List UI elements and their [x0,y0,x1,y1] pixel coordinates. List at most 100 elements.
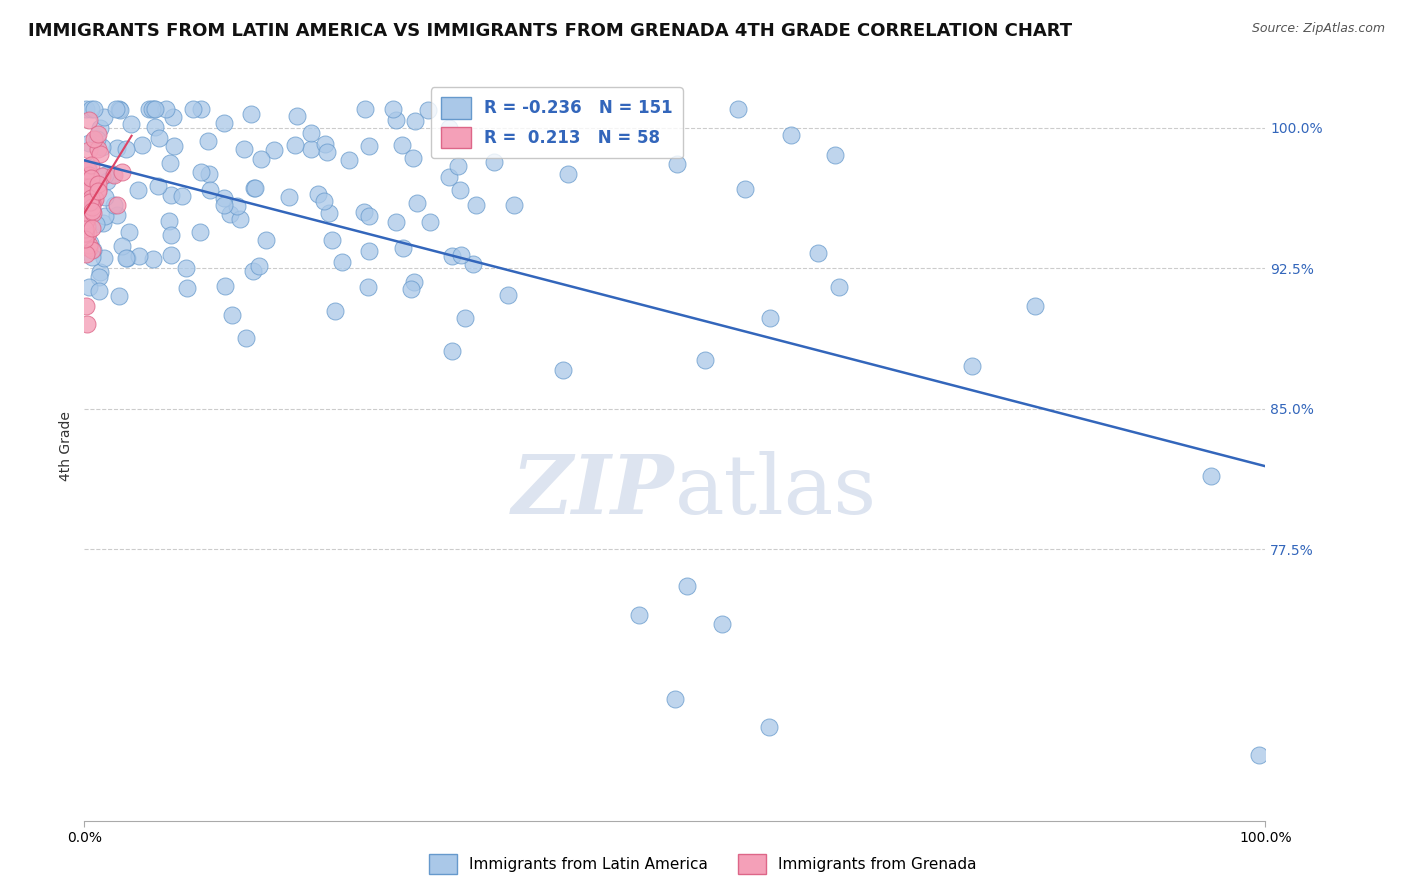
Point [399,282,422,296]
Point [89,121,111,136]
Point [93,251,115,265]
Point [76,170,98,185]
Point [176,281,198,295]
Point [404,114,426,128]
Point [339,153,361,167]
Point [447,159,470,173]
Point [86,132,108,146]
Point [79,187,101,202]
Text: ZIP: ZIP [512,451,675,531]
Point [312,194,335,208]
Text: IMMIGRANTS FROM LATIN AMERICA VS IMMIGRANTS FROM GRENADA 4TH GRADE CORRELATION C: IMMIGRANTS FROM LATIN AMERICA VS IMMIGRA… [28,22,1073,40]
Point [307,187,329,202]
Point [77,226,100,240]
Point [73,226,96,240]
Point [82,243,104,257]
Point [75,247,97,261]
Point [960,359,983,374]
Point [115,142,138,156]
Point [87,270,110,285]
Point [240,107,263,121]
Point [80,250,103,264]
Point [233,142,256,156]
Point [80,195,103,210]
Point [315,145,337,160]
Point [108,103,131,117]
Point [695,352,717,367]
Point [138,102,160,116]
Point [419,214,441,228]
Point [73,207,96,221]
Point [77,162,100,177]
Point [142,102,165,116]
Point [711,617,734,632]
Point [83,102,105,116]
Text: atlas: atlas [675,451,877,531]
Point [727,102,749,116]
Point [89,146,111,161]
Point [277,190,299,204]
Point [91,139,114,153]
Point [243,181,266,195]
Point [107,289,129,303]
Point [96,174,118,188]
Point [79,235,101,250]
Point [214,279,236,293]
Point [103,169,125,183]
Point [418,103,440,118]
Point [77,136,100,150]
Point [218,207,240,221]
Point [385,215,408,229]
Point [675,580,697,594]
Point [101,167,124,181]
Point [159,227,181,242]
Point [75,213,97,227]
Point [385,112,408,127]
Point [76,180,98,194]
Point [104,102,127,116]
Point [284,138,307,153]
Point [359,209,381,223]
Point [86,177,108,191]
Point [242,181,264,195]
Point [357,244,380,259]
Point [353,205,375,219]
Point [323,303,346,318]
Point [285,109,308,123]
Point [229,212,252,227]
Point [174,261,197,276]
Point [80,170,103,185]
Point [321,233,343,247]
Point [357,279,380,293]
Point [299,142,322,156]
Point [197,134,219,148]
Point [357,138,380,153]
Point [807,246,830,260]
Point [461,257,484,271]
Point [107,102,129,116]
Point [465,198,488,212]
Point [76,219,98,233]
Point [758,720,780,734]
Point [454,311,477,326]
Text: Source: ZipAtlas.com: Source: ZipAtlas.com [1251,22,1385,36]
Point [77,168,100,182]
Point [249,152,271,166]
Point [79,199,101,213]
Point [404,275,426,289]
Point [148,131,170,145]
Point [79,182,101,196]
Point [90,169,112,184]
Point [73,216,96,230]
Point [482,155,505,169]
Point [94,169,117,183]
Point [87,185,110,199]
Point [103,198,125,212]
Point [212,191,235,205]
Point [330,254,353,268]
Point [824,148,846,162]
Point [82,206,104,220]
Point [734,182,756,196]
Point [87,182,110,196]
Point [110,239,132,253]
